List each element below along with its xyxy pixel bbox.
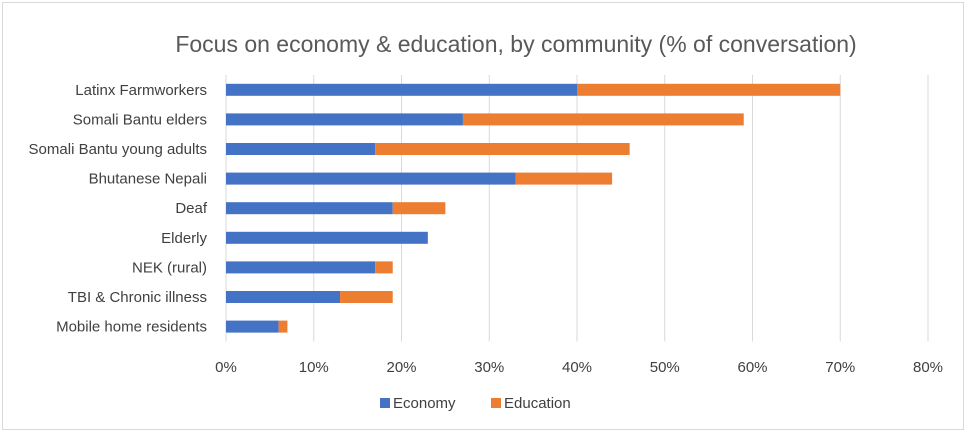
x-tick-label: 40% [562,359,592,376]
bar-education [340,291,393,303]
legend-swatch [491,398,501,408]
bar-education [577,83,841,96]
x-tick-label: 20% [386,359,416,376]
x-tick-label: 60% [737,359,767,376]
x-tick-labels: 0% 10% 20% 30% 40% 50% 60% 70% 80% [215,359,943,376]
bar-education [278,320,288,333]
legend-label: Economy [393,395,456,412]
bar-education [462,113,744,126]
bar-economy [226,83,577,96]
legend: Economy Education [380,395,571,412]
category-label: Elderly [161,230,207,247]
x-tick-label: 30% [474,359,504,376]
x-tick-label: 0% [215,359,237,376]
category-label: Somali Bantu young adults [29,141,207,158]
legend-label: Education [504,395,571,412]
bar-education [375,143,630,155]
legend-swatch [380,398,390,408]
category-labels: Latinx Farmworkers Somali Bantu elders Som… [29,82,208,336]
x-tick-label: 50% [650,359,680,376]
category-label: Bhutanese Nepali [89,171,207,188]
bar-education [375,261,393,274]
bar-economy [226,261,376,274]
x-tick-label: 10% [299,359,329,376]
bar-education [392,202,446,215]
x-tick-label: 70% [825,359,855,376]
bar-economy [226,113,463,126]
category-label: Latinx Farmworkers [75,82,207,99]
bar-economy [226,143,376,155]
category-label: TBI & Chronic illness [68,289,207,306]
category-label: Deaf [175,200,208,217]
bar-economy [226,291,341,303]
bars [226,83,841,333]
bar-economy [226,320,279,333]
bar-economy [226,231,428,244]
category-label: Somali Bantu elders [73,111,207,128]
category-label: NEK (rural) [132,259,207,276]
bar-education [515,172,613,185]
bar-economy [226,172,516,185]
chart-title: Focus on economy & education, by communi… [175,31,856,57]
category-label: Mobile home residents [56,319,207,336]
x-tick-label: 80% [913,359,943,376]
bar-economy [226,202,393,215]
